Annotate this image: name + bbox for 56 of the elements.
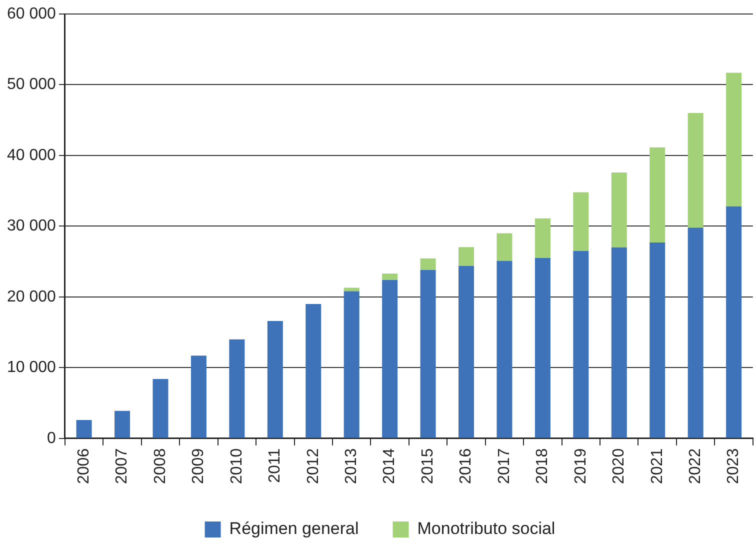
bar: [382, 274, 398, 280]
bar: [534, 218, 550, 258]
x-tick-label: 2008: [152, 448, 169, 484]
x-tick-label: 2015: [419, 448, 436, 484]
bar: [726, 206, 742, 438]
y-tick-label: 20 000: [7, 288, 56, 306]
x-tick-label: 2023: [725, 448, 742, 484]
bar: [688, 228, 704, 438]
bar: [190, 356, 206, 438]
x-tick-label: 2007: [114, 448, 131, 484]
x-tick-label: 2012: [304, 448, 322, 484]
bar: [267, 320, 283, 438]
x-tick-label: 2011: [266, 448, 284, 483]
bar: [611, 247, 627, 438]
x-tick-label: 2022: [686, 448, 704, 484]
bar: [726, 72, 742, 206]
bar: [573, 250, 589, 438]
bar: [420, 270, 436, 438]
bar: [611, 172, 627, 248]
bar: [650, 242, 666, 438]
bar: [344, 291, 360, 438]
x-tick-label: 2016: [458, 448, 475, 484]
bar: [496, 260, 512, 438]
bar: [573, 192, 589, 251]
x-tick-label: 2021: [648, 448, 666, 484]
bar: [306, 304, 322, 438]
bar: [344, 288, 360, 292]
bar: [114, 410, 130, 438]
x-tick-label: 2020: [610, 448, 628, 484]
y-tick-label: 30 000: [7, 218, 56, 235]
y-tick-label: 0: [47, 430, 56, 447]
legend-label: Monotributo social: [417, 519, 556, 538]
bar: [458, 266, 474, 438]
bar: [688, 113, 704, 228]
bar: [496, 233, 512, 261]
bar: [229, 339, 245, 438]
bar: [534, 258, 550, 438]
y-tick-label: 10 000: [7, 359, 56, 376]
bar: [76, 420, 92, 438]
bar: [420, 258, 436, 270]
y-tick-label: 40 000: [7, 146, 56, 164]
x-tick-label: 2019: [572, 448, 590, 484]
bar: [152, 378, 168, 438]
x-tick-label: 2018: [534, 448, 552, 484]
bar: [382, 280, 398, 438]
x-tick-label: 2014: [381, 448, 398, 484]
y-tick-label: 60 000: [7, 5, 56, 22]
x-tick-label: 2006: [75, 448, 92, 484]
x-tick-label: 2017: [496, 448, 513, 484]
y-tick-label: 50 000: [7, 76, 56, 94]
x-tick-label: 2013: [343, 448, 360, 484]
bar: [650, 147, 666, 242]
x-tick-label: 2010: [228, 448, 246, 484]
x-tick-label: 2009: [190, 448, 208, 484]
legend-label: Régimen general: [229, 519, 359, 538]
bar: [458, 247, 474, 266]
